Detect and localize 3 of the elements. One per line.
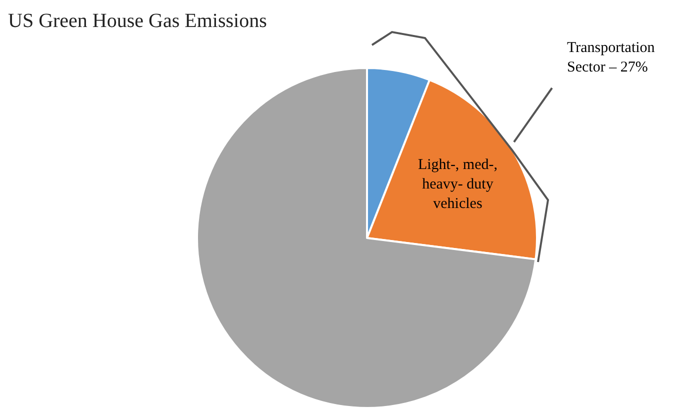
chart-title: US Green House Gas Emissions xyxy=(8,10,268,32)
slice-label: Light-, med-, heavy- duty vehicles xyxy=(418,156,498,212)
text: Transportation Sector – 27% xyxy=(567,40,656,76)
